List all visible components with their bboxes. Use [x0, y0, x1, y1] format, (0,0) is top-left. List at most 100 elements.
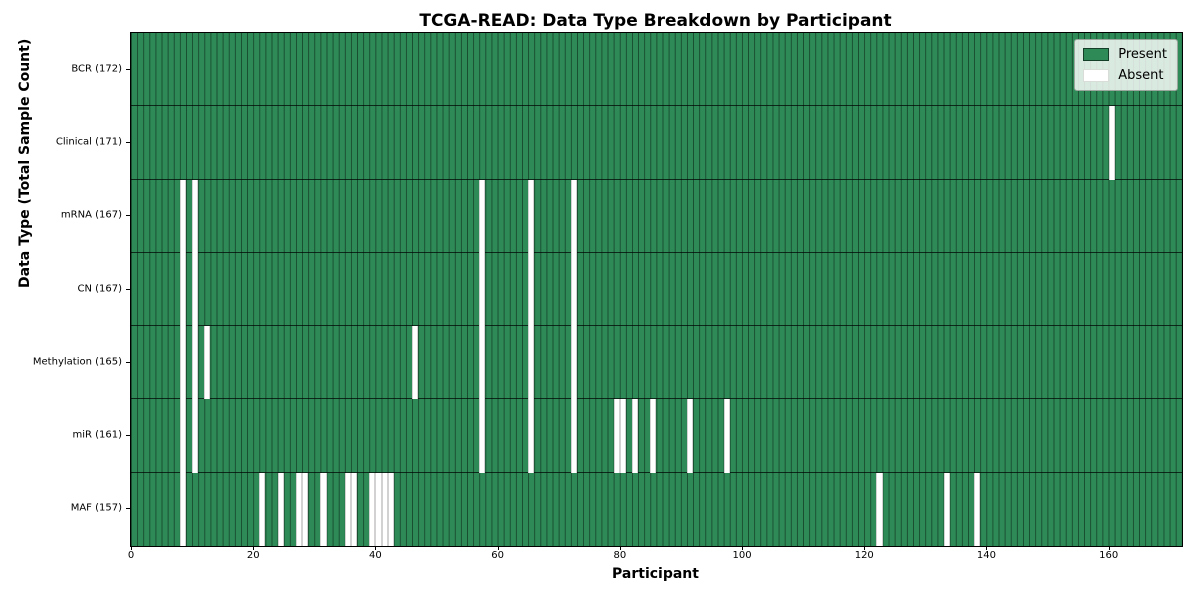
- absent-bar: [375, 472, 382, 546]
- x-tick-label: 80: [613, 550, 627, 561]
- row-mrna: [131, 179, 1182, 253]
- absent-bar: [412, 326, 419, 400]
- absent-bar: [570, 326, 578, 400]
- absent-bar: [350, 472, 358, 546]
- absent-bar: [479, 252, 486, 327]
- y-tick-labels: BCR (172) Clinical (171) mRNA (167) CN (167…: [0, 0, 122, 600]
- row-bcr: [131, 33, 1182, 106]
- legend-entry-absent: Absent: [1083, 68, 1167, 83]
- absent-bar: [528, 326, 535, 400]
- absent-bar: [369, 472, 376, 546]
- absent-bar: [179, 326, 186, 400]
- x-tick-mark: [619, 546, 621, 550]
- absent-bar: [179, 179, 186, 253]
- legend-entry-present: Present: [1083, 47, 1167, 62]
- absent-bar: [320, 472, 327, 546]
- row-separator: [131, 471, 1182, 473]
- y-tick-mark: [126, 361, 130, 363]
- x-tick-mark: [1108, 546, 1110, 550]
- y-tick-mark: [126, 288, 130, 290]
- y-tick-label: miR (161): [72, 429, 122, 441]
- absent-bar: [277, 472, 284, 546]
- x-tick-label: 160: [1099, 550, 1119, 561]
- y-tick-label: MAF (157): [70, 502, 122, 514]
- absent-bar: [528, 179, 535, 253]
- absent-bar: [650, 399, 657, 473]
- x-tick-mark: [375, 546, 377, 550]
- x-tick-label: 120: [854, 550, 874, 561]
- absent-bar: [259, 472, 266, 546]
- absent-bar: [687, 399, 694, 473]
- row-separator: [131, 398, 1182, 400]
- absent-bar: [528, 399, 535, 473]
- absent-bar: [1108, 106, 1115, 180]
- row-separator: [131, 105, 1182, 107]
- x-axis-label: Participant: [612, 566, 699, 582]
- legend: Present Absent: [1074, 39, 1178, 91]
- x-tick-label: 40: [369, 550, 382, 561]
- row-separator: [131, 251, 1182, 253]
- row-mir: [131, 399, 1182, 473]
- row-separator: [131, 325, 1182, 327]
- absent-bar: [974, 472, 981, 546]
- y-tick-label: CN (167): [77, 283, 122, 294]
- y-tick-label: mRNA (167): [60, 209, 122, 221]
- plot-area: Present Absent: [130, 32, 1183, 547]
- x-tick-label: 140: [976, 550, 996, 561]
- x-tick-mark: [131, 546, 132, 550]
- x-tick-mark: [497, 546, 499, 550]
- absent-swatch-icon: [1083, 69, 1110, 82]
- absent-bar: [192, 326, 199, 400]
- y-tick-mark: [126, 508, 130, 510]
- x-tick-mark: [864, 546, 866, 550]
- absent-bar: [479, 179, 486, 253]
- legend-label-absent: Absent: [1118, 68, 1164, 83]
- x-tick-mark: [253, 546, 255, 550]
- absent-bar: [179, 399, 186, 473]
- absent-bar: [179, 252, 186, 327]
- absent-bar: [632, 399, 639, 473]
- absent-bar: [570, 179, 578, 253]
- x-tick-label: 100: [732, 550, 752, 561]
- x-tick-mark: [986, 546, 988, 550]
- y-tick-mark: [126, 435, 130, 437]
- absent-bar: [876, 472, 883, 546]
- absent-bar: [479, 326, 486, 400]
- x-tick-label: 0: [127, 550, 135, 561]
- y-tick-label: BCR (172): [71, 63, 122, 75]
- absent-bar: [295, 472, 303, 546]
- present-swatch-icon: [1083, 48, 1110, 61]
- y-tick-mark: [126, 215, 130, 217]
- x-tick-label: 60: [491, 550, 504, 561]
- chart-title: TCGA-READ: Data Type Breakdown by Partic…: [419, 11, 892, 31]
- absent-bar: [381, 472, 388, 546]
- y-tick-mark: [126, 141, 130, 143]
- absent-bar: [344, 472, 351, 546]
- row-clinical: [131, 106, 1182, 180]
- absent-bar: [387, 472, 394, 546]
- absent-bar: [192, 179, 199, 253]
- y-tick-label: Clinical (171): [55, 136, 122, 148]
- absent-bar: [192, 399, 199, 473]
- legend-label-present: Present: [1118, 47, 1167, 62]
- row-separator: [131, 178, 1182, 180]
- row-methylation: [131, 326, 1182, 400]
- absent-bar: [192, 252, 199, 327]
- absent-bar: [570, 252, 578, 327]
- absent-bar: [179, 472, 186, 546]
- absent-bar: [204, 326, 211, 400]
- y-tick-mark: [126, 68, 130, 70]
- absent-bar: [613, 399, 620, 473]
- absent-bar: [723, 399, 730, 473]
- absent-bar: [302, 472, 309, 546]
- absent-bar: [528, 252, 535, 327]
- row-maf: [131, 472, 1182, 546]
- absent-bar: [479, 399, 486, 473]
- absent-bar: [570, 399, 578, 473]
- absent-bar: [943, 472, 950, 546]
- x-tick-label: 20: [246, 550, 260, 561]
- row-cn: [131, 252, 1182, 327]
- x-tick-mark: [742, 546, 744, 550]
- absent-bar: [619, 399, 626, 473]
